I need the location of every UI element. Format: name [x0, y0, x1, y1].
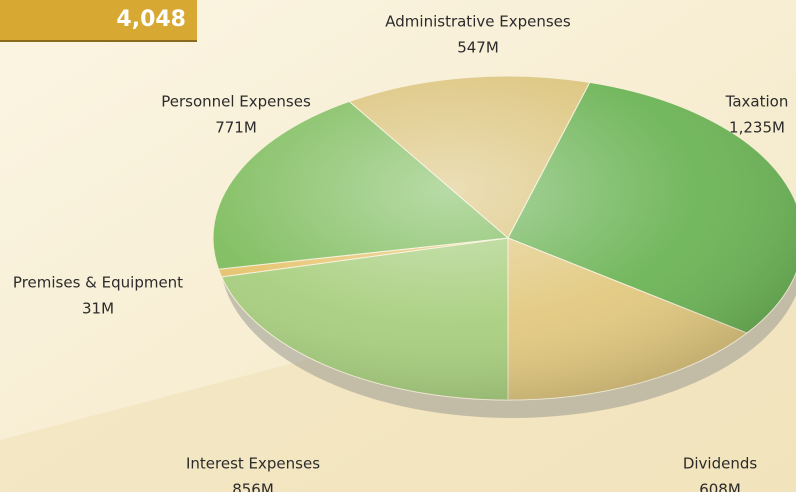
- slice-value-label: 771M: [215, 119, 257, 137]
- slice-value-label: 608M: [699, 481, 741, 492]
- slice-label: Taxation: [725, 93, 789, 111]
- slice-label: Personnel Expenses: [161, 93, 311, 111]
- slice-value-label: 31M: [82, 300, 114, 318]
- slice-label: Dividends: [683, 455, 758, 473]
- slice-value-label: 547M: [457, 39, 499, 57]
- total-banner: [0, 0, 197, 40]
- slice-label: Administrative Expenses: [385, 13, 571, 31]
- slice-label: Premises & Equipment: [13, 274, 183, 292]
- total-label: 4,048: [116, 7, 186, 32]
- slice-label: Interest Expenses: [186, 455, 320, 473]
- slice-value-label: 856M: [232, 481, 274, 492]
- slice-value-label: 1,235M: [729, 119, 785, 137]
- banner-rule: [0, 40, 197, 42]
